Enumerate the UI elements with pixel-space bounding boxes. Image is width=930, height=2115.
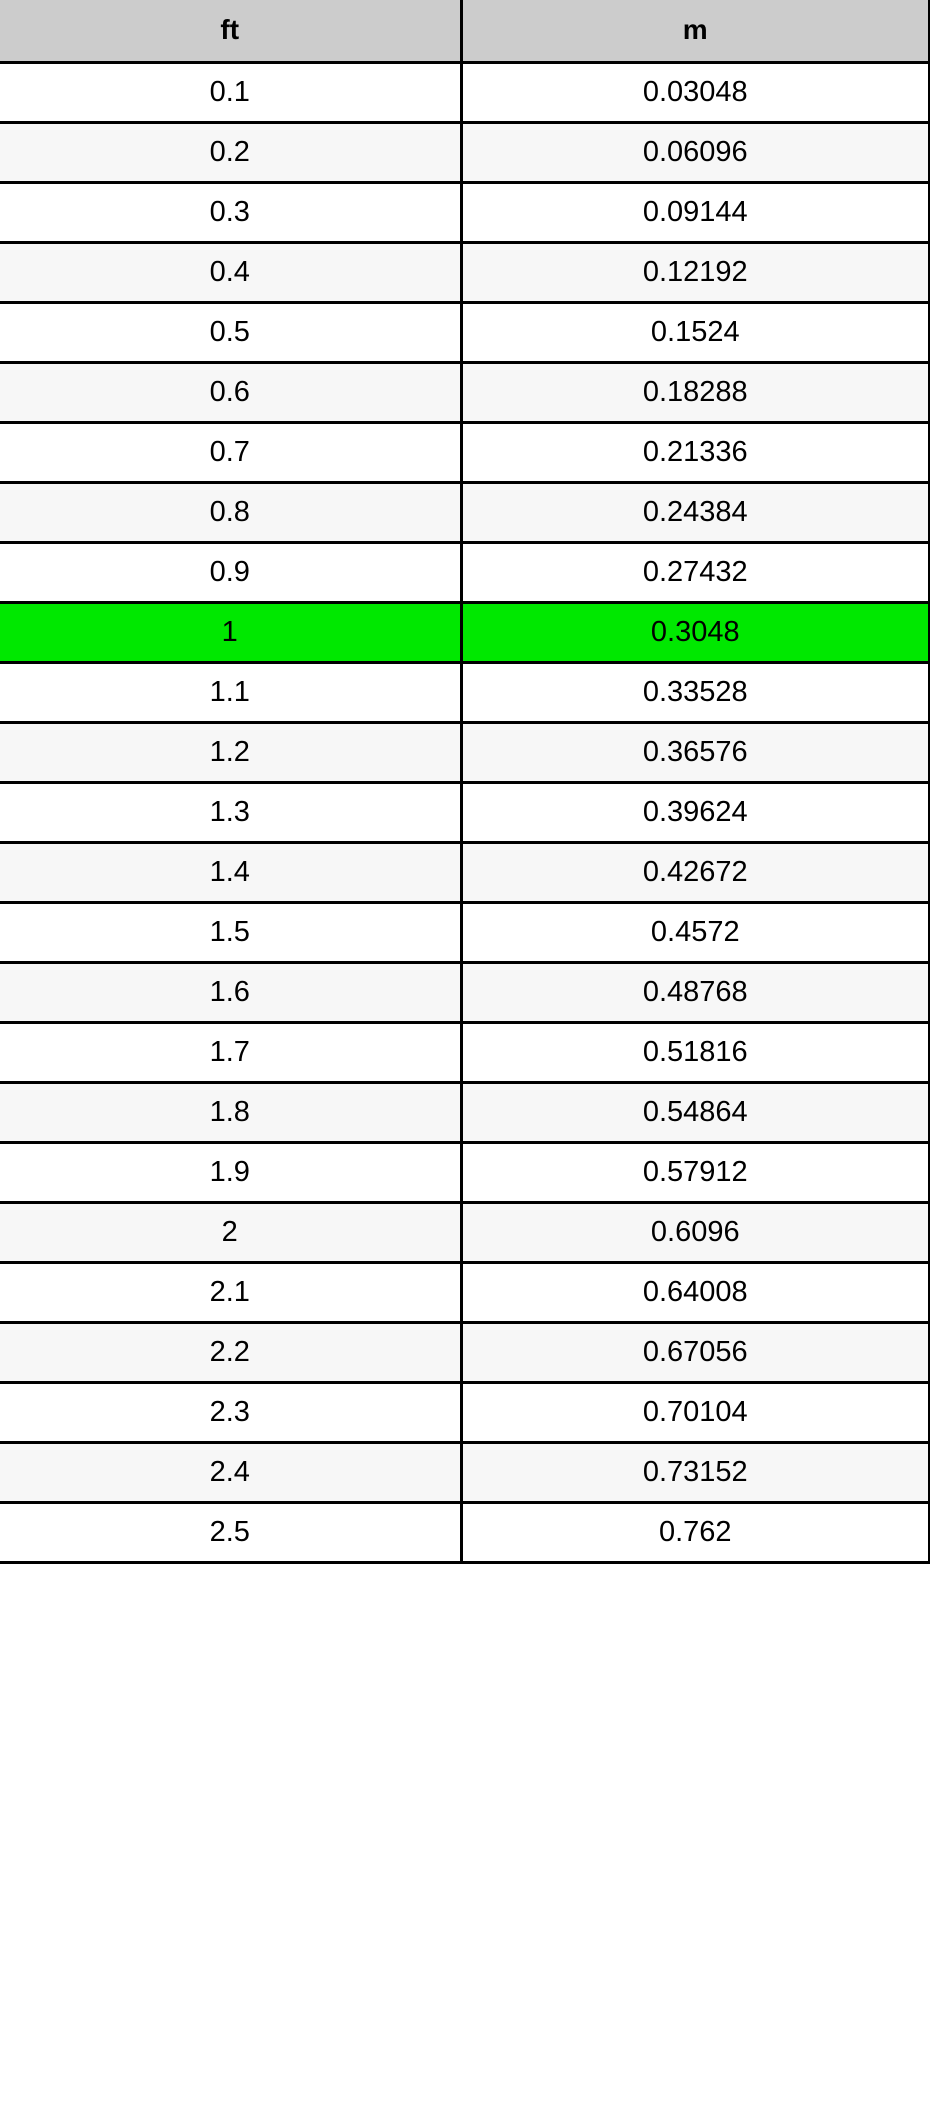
- cell-ft: 1.9: [0, 1140, 463, 1204]
- cell-ft: 1.5: [0, 900, 463, 964]
- cell-ft: 0.7: [0, 420, 463, 484]
- header-row: ft m: [0, 0, 930, 64]
- cell-m: 0.24384: [459, 480, 930, 544]
- cell-m: 0.48768: [459, 960, 930, 1024]
- cell-m: 0.21336: [459, 420, 930, 484]
- table-row: 1.7 0.51816: [0, 1020, 930, 1084]
- table-row: 1.8 0.54864: [0, 1080, 930, 1144]
- cell-ft: 0.2: [0, 120, 463, 184]
- cell-ft: 1.3: [0, 780, 463, 844]
- cell-m: 0.36576: [459, 720, 930, 784]
- table-row: 0.6 0.18288: [0, 360, 930, 424]
- table-row: 2.5 0.762: [0, 1500, 930, 1564]
- table-row: 1.5 0.4572: [0, 900, 930, 964]
- cell-m: 0.27432: [459, 540, 930, 604]
- cell-m: 0.6096: [459, 1200, 930, 1264]
- cell-ft: 1.7: [0, 1020, 463, 1084]
- cell-m: 0.33528: [459, 660, 930, 724]
- cell-m: 0.67056: [459, 1320, 930, 1384]
- table-row: 0.1 0.03048: [0, 60, 930, 124]
- cell-ft: 2: [0, 1200, 463, 1264]
- cell-ft: 1.4: [0, 840, 463, 904]
- cell-ft: 0.5: [0, 300, 463, 364]
- cell-m: 0.39624: [459, 780, 930, 844]
- cell-ft: 2.2: [0, 1320, 463, 1384]
- cell-m: 0.54864: [459, 1080, 930, 1144]
- table-row: 1.1 0.33528: [0, 660, 930, 724]
- cell-ft: 2.5: [0, 1500, 463, 1564]
- cell-ft: 2.1: [0, 1260, 463, 1324]
- cell-m: 0.57912: [459, 1140, 930, 1204]
- column-header-ft: ft: [0, 0, 463, 64]
- table-body: 0.1 0.03048 0.2 0.06096 0.3 0.09144 0.4 0.12192…: [0, 60, 930, 1564]
- cell-m: 0.03048: [459, 60, 930, 124]
- table-row: 2.1 0.64008: [0, 1260, 930, 1324]
- cell-m: 0.4572: [459, 900, 930, 964]
- cell-ft: 0.3: [0, 180, 463, 244]
- table-row: 1.2 0.36576: [0, 720, 930, 784]
- cell-ft: 2.3: [0, 1380, 463, 1444]
- table-row: 0.5 0.1524: [0, 300, 930, 364]
- table-row: 1.6 0.48768: [0, 960, 930, 1024]
- cell-ft: 1: [0, 600, 463, 664]
- cell-m: 0.18288: [459, 360, 930, 424]
- cell-m: 0.64008: [459, 1260, 930, 1324]
- cell-m: 0.09144: [459, 180, 930, 244]
- cell-ft: 2.4: [0, 1440, 463, 1504]
- table-header: ft m: [0, 0, 930, 64]
- table-row: 2 0.6096: [0, 1200, 930, 1264]
- table-row: 2.4 0.73152: [0, 1440, 930, 1504]
- table-row: 1.9 0.57912: [0, 1140, 930, 1204]
- cell-m: 0.06096: [459, 120, 930, 184]
- cell-ft: 0.8: [0, 480, 463, 544]
- table-row: 1.4 0.42672: [0, 840, 930, 904]
- cell-m: 0.12192: [459, 240, 930, 304]
- column-header-m: m: [459, 0, 930, 64]
- table-row: 0.3 0.09144: [0, 180, 930, 244]
- table-row: 2.2 0.67056: [0, 1320, 930, 1384]
- conversion-table: ft m 0.1 0.03048 0.2 0.06096 0.3 0.09144 0.4 0.…: [0, 0, 930, 1564]
- cell-ft: 0.9: [0, 540, 463, 604]
- cell-m: 0.1524: [459, 300, 930, 364]
- cell-ft: 1.1: [0, 660, 463, 724]
- cell-ft: 0.1: [0, 60, 463, 124]
- cell-ft: 1.6: [0, 960, 463, 1024]
- cell-m: 0.3048: [459, 600, 930, 664]
- cell-ft: 0.4: [0, 240, 463, 304]
- cell-m: 0.73152: [459, 1440, 930, 1504]
- table-row: 0.8 0.24384: [0, 480, 930, 544]
- table-row: 2.3 0.70104: [0, 1380, 930, 1444]
- table-row-highlighted: 1 0.3048: [0, 600, 930, 664]
- cell-m: 0.70104: [459, 1380, 930, 1444]
- cell-m: 0.42672: [459, 840, 930, 904]
- table-row: 0.9 0.27432: [0, 540, 930, 604]
- cell-ft: 0.6: [0, 360, 463, 424]
- cell-m: 0.51816: [459, 1020, 930, 1084]
- table-row: 0.4 0.12192: [0, 240, 930, 304]
- table-row: 0.7 0.21336: [0, 420, 930, 484]
- cell-m: 0.762: [459, 1500, 930, 1564]
- cell-ft: 1.2: [0, 720, 463, 784]
- table-row: 1.3 0.39624: [0, 780, 930, 844]
- cell-ft: 1.8: [0, 1080, 463, 1144]
- table-row: 0.2 0.06096: [0, 120, 930, 184]
